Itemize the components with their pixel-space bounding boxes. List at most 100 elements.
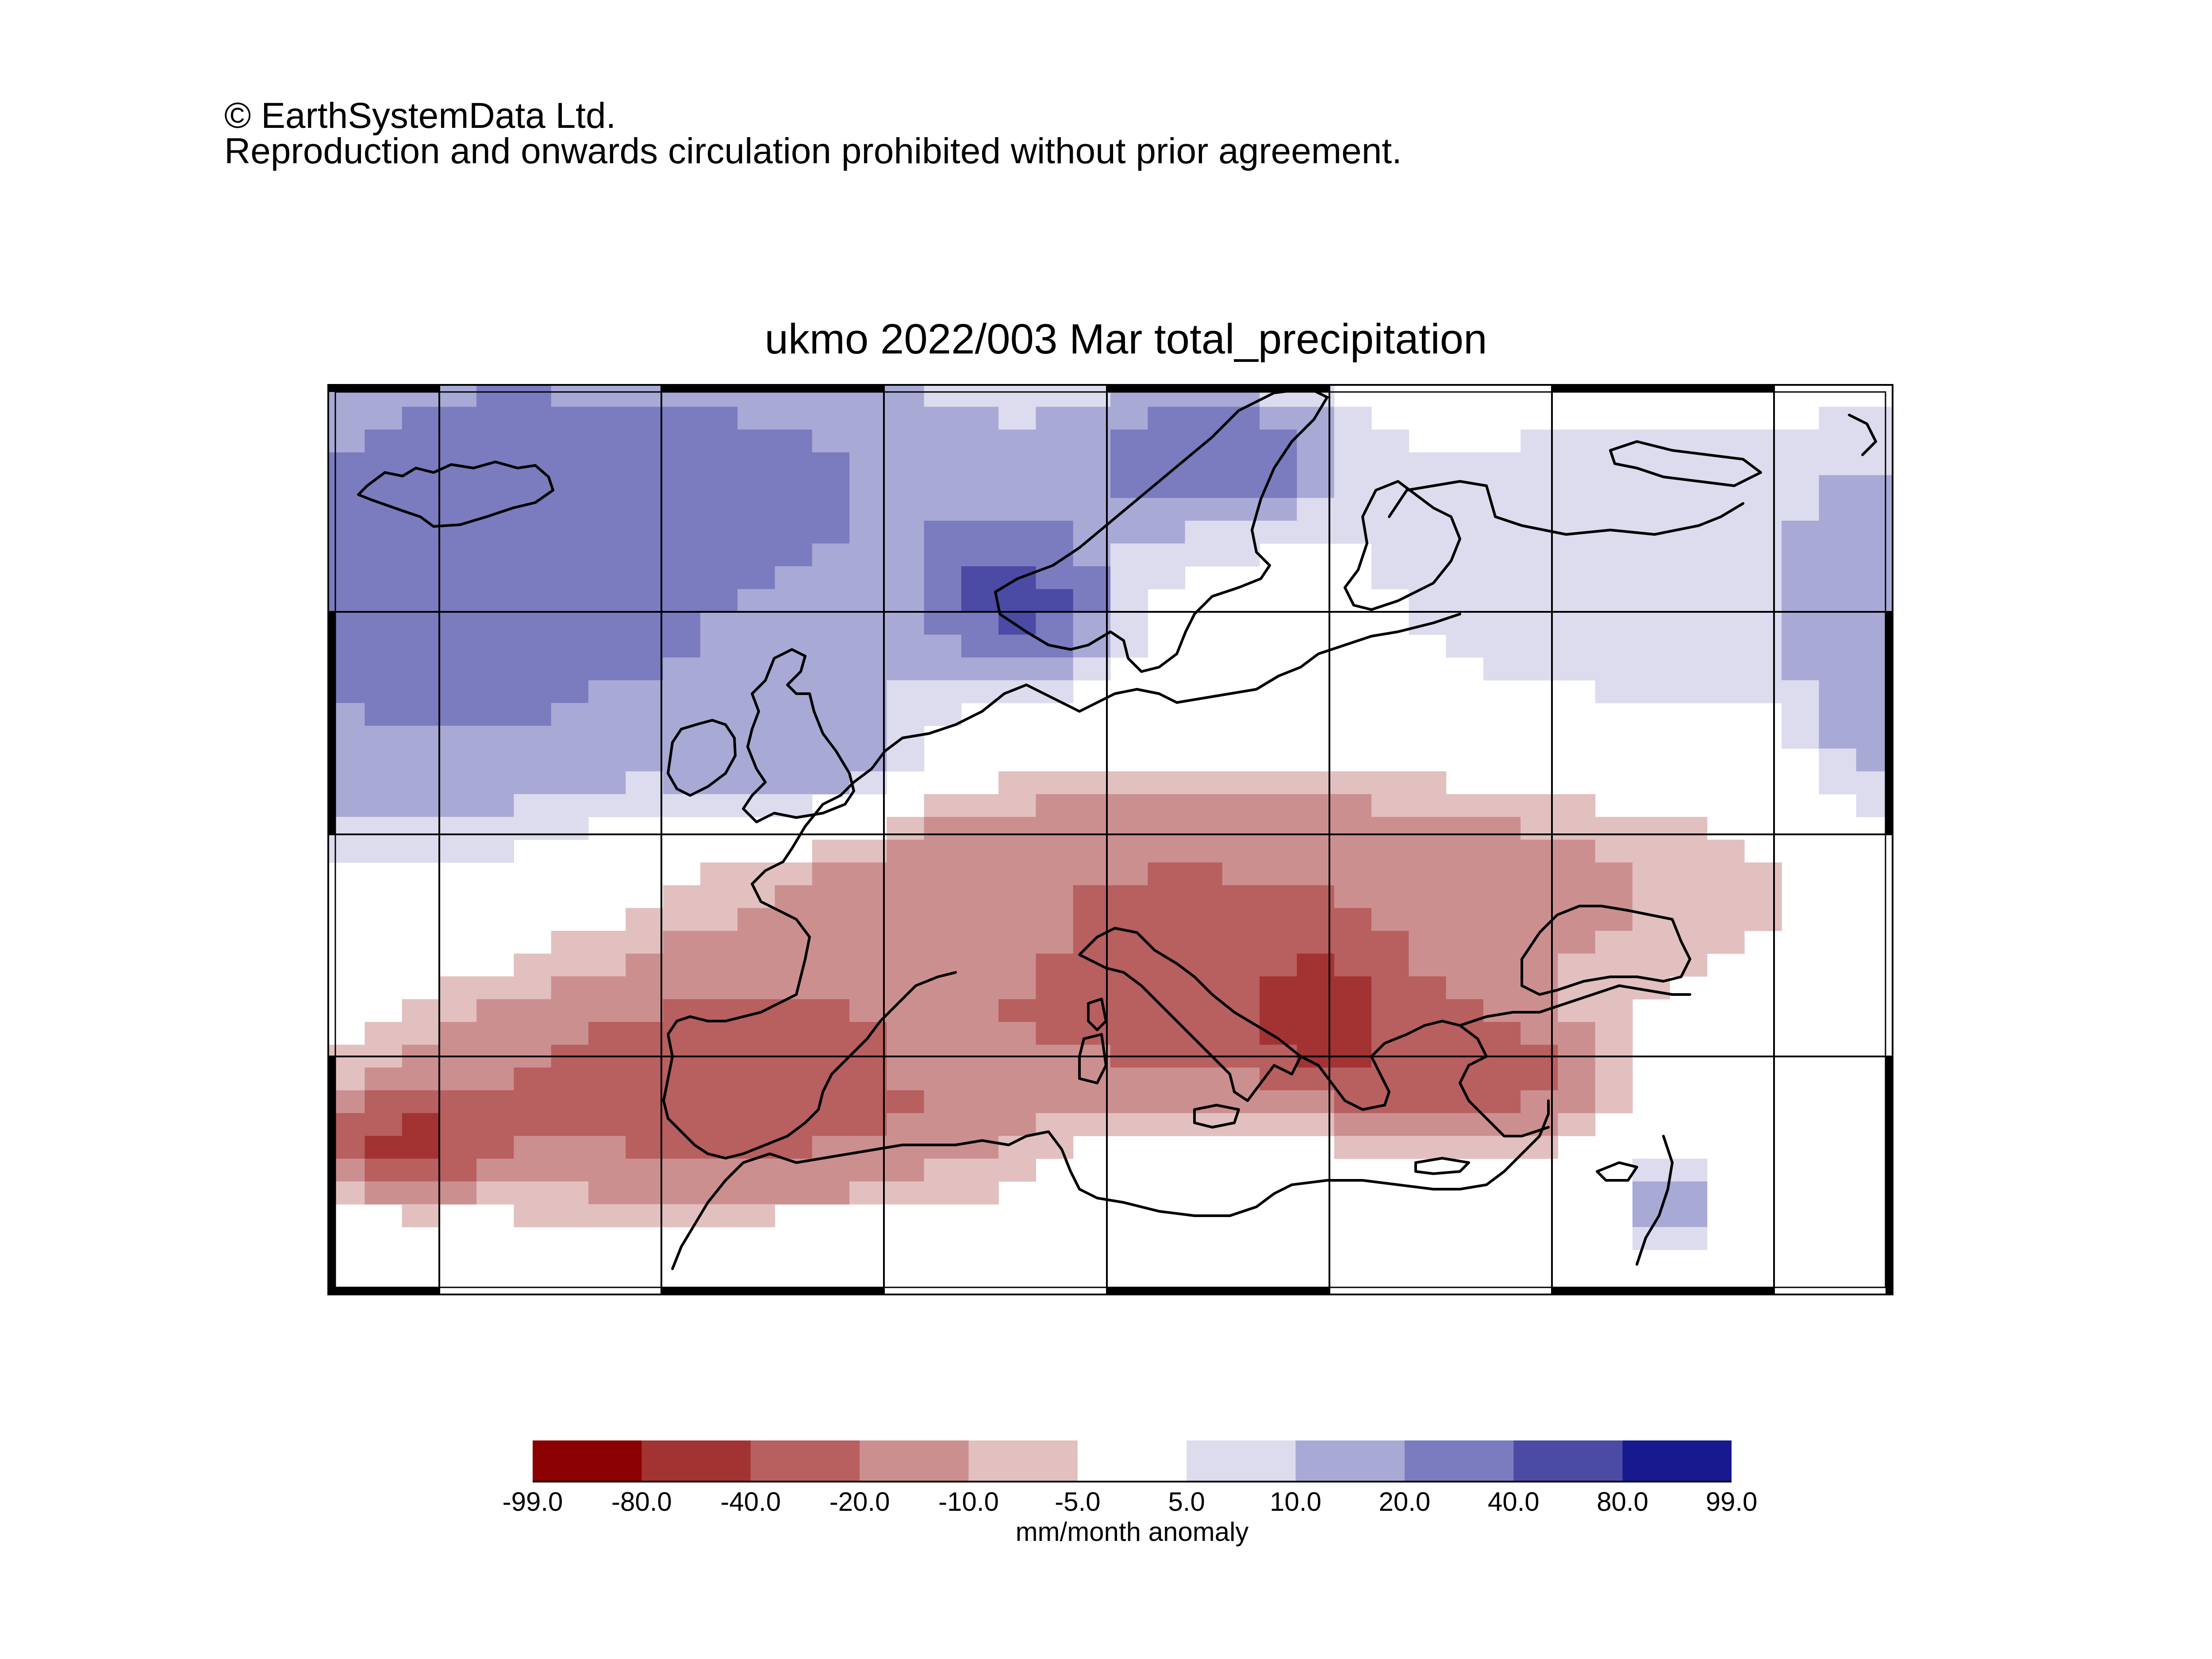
anomaly-cell [1073,498,1111,521]
anomaly-cell [514,794,552,818]
anomaly-cell [887,521,925,544]
anomaly-cell [1446,475,1484,499]
anomaly-cell [1297,1113,1335,1137]
anomaly-cell [998,771,1036,795]
anomaly-cell [775,1022,813,1045]
anomaly-cell [1073,1113,1111,1137]
anomaly-cell [1148,521,1186,544]
anomaly-cell [1110,1068,1148,1091]
colorbar-swatches [533,1440,1732,1482]
anomaly-cell [924,1090,962,1114]
anomaly-cell [812,999,850,1022]
anomaly-cell [1222,999,1260,1022]
anomaly-cell [1595,1068,1633,1091]
anomaly-cell [700,430,738,453]
anomaly-cell [514,726,552,749]
anomaly-cell [1222,885,1260,909]
anomaly-cell [1110,430,1148,453]
anomaly-cell [439,384,477,407]
anomaly-cell [663,407,701,430]
anomaly-cell [924,817,962,840]
anomaly-cell [1110,885,1148,909]
anomaly-cell [700,726,738,749]
anomaly-cell [737,862,775,886]
anomaly-cell [1110,862,1148,886]
anomaly-cell [961,543,999,567]
anomaly-cell [849,430,887,453]
frame-segment [1107,384,1329,392]
anomaly-cell [1371,885,1409,909]
anomaly-cell [476,749,514,772]
anomaly-cell [1595,885,1633,909]
anomaly-cell [626,771,664,795]
anomaly-cell [1409,543,1447,567]
anomaly-cell [1073,862,1111,886]
anomaly-cell [551,999,589,1022]
anomaly-cell [1632,680,1670,703]
anomaly-cell [924,407,962,430]
anomaly-cell [812,931,850,954]
anomaly-cell [737,931,775,954]
anomaly-cell [1595,908,1633,931]
anomaly-cell [1036,953,1074,977]
anomaly-cell [663,498,701,521]
anomaly-cell [1483,885,1521,909]
anomaly-cell [439,475,477,499]
anomaly-cell [1222,931,1260,954]
anomaly-cell [1558,543,1596,567]
anomaly-cell [439,703,477,726]
anomaly-cell [551,1090,589,1114]
anomaly-cell [663,1181,701,1205]
anomaly-cell [1334,1136,1372,1159]
anomaly-cell [1222,498,1260,521]
anomaly-cell [1483,612,1521,635]
anomaly-cell [1446,840,1484,863]
anomaly-cell [1782,634,1819,658]
anomaly-cell [1446,543,1484,567]
anomaly-cell [887,1022,925,1045]
anomaly-cell [1334,794,1372,818]
anomaly-cell [663,953,701,977]
anomaly-cell [1558,475,1596,499]
anomaly-cell [887,589,925,612]
anomaly-cell [327,430,365,453]
anomaly-cell [700,1159,738,1182]
anomaly-cell [1670,1159,1708,1182]
anomaly-cell [812,1113,850,1137]
anomaly-cell [737,999,775,1022]
anomaly-cell [1110,794,1148,818]
anomaly-cell [1782,452,1819,476]
anomaly-cell [1297,817,1335,840]
anomaly-cell [1185,521,1223,544]
anomaly-cell [1632,1204,1670,1228]
anomaly-cell [439,1113,477,1137]
anomaly-cell [476,1022,514,1045]
anomaly-cell [626,657,664,681]
anomaly-cell [551,407,589,430]
anomaly-cell [588,703,626,726]
anomaly-cell [1297,430,1335,453]
anomaly-cell [588,634,626,658]
anomaly-cell [1073,657,1111,681]
anomaly-cell [1670,634,1708,658]
anomaly-cell [1371,1113,1409,1137]
anomaly-cell [700,407,738,430]
anomaly-cell [1744,657,1782,681]
anomaly-cell [1297,862,1335,886]
anomaly-cell [663,908,701,931]
anomaly-cell [551,1113,589,1137]
anomaly-cell [514,612,552,635]
anomaly-cell [700,566,738,590]
anomaly-cell [1334,771,1372,795]
anomaly-cell [812,840,850,863]
anomaly-cell [737,475,775,499]
anomaly-cell [1185,931,1223,954]
anomaly-cell [626,543,664,567]
anomaly-cell [1856,543,1893,567]
anomaly-cell [961,999,999,1022]
frame-segment [327,1056,335,1295]
anomaly-cell [1036,452,1074,476]
anomaly-cell [1036,430,1074,453]
anomaly-cell [924,1113,962,1137]
anomaly-cell [439,1090,477,1114]
